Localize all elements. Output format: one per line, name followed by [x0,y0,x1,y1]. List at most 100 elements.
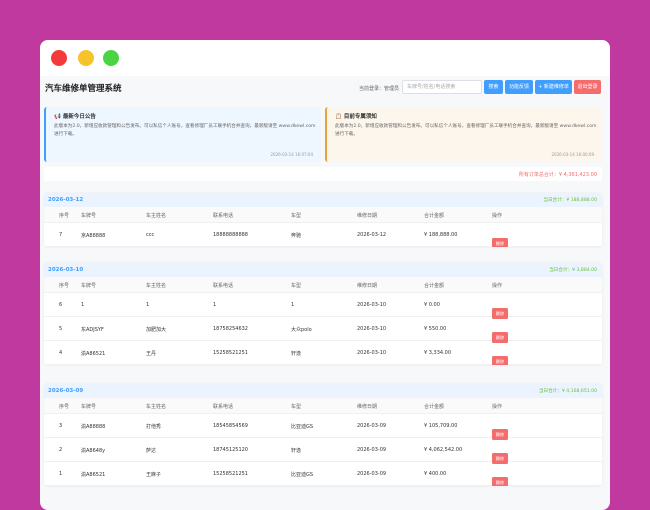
column-header: 联系电话 [213,283,234,289]
group-header: 2026-03-09 当日合计：¥ 4,168,651.00 [44,384,602,398]
column-header: 车型 [291,283,302,289]
group-header: 2026-03-12 当日合计：¥ 188,888.00 [44,193,602,207]
cell-model: 比亚迪GS [291,424,314,430]
cell-idx: 5 [59,326,63,332]
cell-model: 奔驰 [291,233,302,239]
cell-phone: 15258521251 [213,471,248,477]
search-button[interactable]: 搜索 [484,80,503,94]
cell-amount: ¥ 188,888.00 [424,232,458,238]
announcement-time: 2026-03-14 16:07:04 [270,152,313,157]
column-header: 车牌号 [81,213,97,219]
table-row: 4 渝A86521 王丹 15258521251 轩逸 2026-03-10 ¥ 3,334… [44,341,602,365]
cell-amount: ¥ 4,062,542.00 [424,447,463,453]
minimize-window-button[interactable] [78,50,94,66]
feedback-button[interactable]: 功能反馈 [505,80,533,94]
column-header: 车牌号 [81,404,97,410]
cell-phone: 18745125120 [213,447,248,453]
column-header: 联系电话 [213,404,234,410]
cell-owner: 王麻子 [146,472,162,478]
table-header: 序号 车牌号 车主姓名 联系电话 车型 维修日期 合计金额 操作 [44,277,602,293]
table-row: 5 东ADJSYF 加肥加大 18758254632 大众polo 2026-03-10 ¥… [44,317,602,343]
date-group: 2026-03-12 当日合计：¥ 188,888.00 序号 车牌号 车主姓名 联系电话… [44,193,602,247]
megaphone-icon: 📢 [54,114,61,120]
cell-model: 轩逸 [291,448,302,454]
cell-phone: 15258521251 [213,350,248,356]
close-window-button[interactable] [51,50,67,66]
cell-plate: 1 [81,302,85,308]
notice-title: 📋 目前专属须知 [335,114,377,120]
app-header: 汽车维修单管理系统 当前登录：管理员 搜索 功能反馈 + 新建维修单 退出登录 [40,76,610,102]
cell-owner: ccc [146,232,155,238]
column-header: 序号 [59,213,70,219]
announcement-title: 📢 最新今日公告 [54,114,96,120]
column-header: 操作 [492,213,503,219]
cell-date: 2026-03-09 [357,423,387,429]
cell-model: 大众polo [291,327,312,333]
group-total: 当日合计：¥ 188,888.00 [543,198,597,203]
table-row: 3 渝A88888 打他秀 18545854569 比亚迪GS 2026-03-09 ¥ 1… [44,414,602,440]
cell-plate: 东ADJSYF [81,327,104,333]
group-date: 2026-03-12 [48,197,84,203]
group-total: 当日合计：¥ 4,168,651.00 [538,389,597,394]
cell-plate: 渝A88888 [81,424,106,430]
cell-owner: 打他秀 [146,424,162,430]
column-header: 车主姓名 [146,213,167,219]
cell-phone: 1 [213,302,217,308]
cell-idx: 4 [59,350,63,356]
column-header: 联系电话 [213,213,234,219]
delete-button[interactable]: 删除 [492,356,508,365]
cell-owner: 萨达 [146,448,157,454]
cell-idx: 6 [59,302,63,308]
cell-idx: 3 [59,423,63,429]
delete-button[interactable]: 删除 [492,477,508,486]
cell-phone: 18888888888 [213,232,248,238]
table-header: 序号 车牌号 车主姓名 联系电话 车型 维修日期 合计金额 操作 [44,398,602,414]
delete-button[interactable]: 删除 [492,429,508,440]
cell-idx: 2 [59,447,63,453]
column-header: 车牌号 [81,283,97,289]
table-row: 1 渝A86521 王麻子 15258521251 比亚迪GS 2026-03-09 ¥ 4… [44,462,602,486]
delete-button[interactable]: 删除 [492,453,508,464]
cell-date: 2026-03-09 [357,471,387,477]
grand-total-bar: 所有订单总合计：¥ 4,361,423.00 [44,167,602,181]
search-input[interactable] [402,80,482,94]
cell-plate: 渝A86521 [81,351,106,357]
cell-owner: 加肥加大 [146,327,167,333]
cell-plate: 京A88888 [81,233,106,239]
cell-amount: ¥ 105,709.00 [424,423,458,429]
column-header: 车主姓名 [146,283,167,289]
column-header: 序号 [59,404,70,410]
new-order-button[interactable]: + 新建维修单 [535,80,572,94]
cell-model: 1 [291,302,295,308]
table-row: 2 渝A8648y 萨达 18745125120 轩逸 2026-03-09 ¥ 4,062… [44,438,602,464]
window-titlebar [40,40,610,76]
notice-text: 此版本为2.0，新增应收款管理和公告发布。可以私信个人账号，查看修理厂员工联手机… [335,124,597,137]
cell-owner: 1 [146,302,150,308]
clipboard-icon: 📋 [335,114,342,120]
group-date: 2026-03-10 [48,267,84,273]
maximize-window-button[interactable] [103,50,119,66]
cell-date: 2026-03-10 [357,326,387,332]
cell-date: 2026-03-10 [357,350,387,356]
column-header: 序号 [59,283,70,289]
cell-amount: ¥ 3,334.00 [424,350,452,356]
notice-time: 2026-03-14 16:00:09 [551,152,594,157]
cell-amount: ¥ 0.00 [424,302,440,308]
delete-button[interactable]: 删除 [492,332,508,343]
cell-date: 2026-03-09 [357,447,387,453]
table-header: 序号 车牌号 车主姓名 联系电话 车型 维修日期 合计金额 操作 [44,207,602,223]
cell-amount: ¥ 550.00 [424,326,447,332]
cell-model: 轩逸 [291,351,302,357]
app-title: 汽车维修单管理系统 [45,84,122,94]
column-header: 车主姓名 [146,404,167,410]
column-header: 操作 [492,404,503,410]
announcement-card: 📢 最新今日公告 此版本为2.0，新增应收款管理和公告发布。可以私信个人账号，查看… [44,107,321,162]
group-header: 2026-03-10 当日合计：¥ 3,884.00 [44,263,602,277]
cell-idx: 1 [59,471,63,477]
delete-button[interactable]: 删除 [492,308,508,319]
table-row: 7 京A88888 ccc 18888888888 奔驰 2026-03-12 ¥ 188,… [44,223,602,247]
cell-idx: 7 [59,232,63,238]
logout-button[interactable]: 退出登录 [574,80,601,94]
delete-button[interactable]: 删除 [492,238,508,247]
cell-date: 2026-03-12 [357,232,387,238]
